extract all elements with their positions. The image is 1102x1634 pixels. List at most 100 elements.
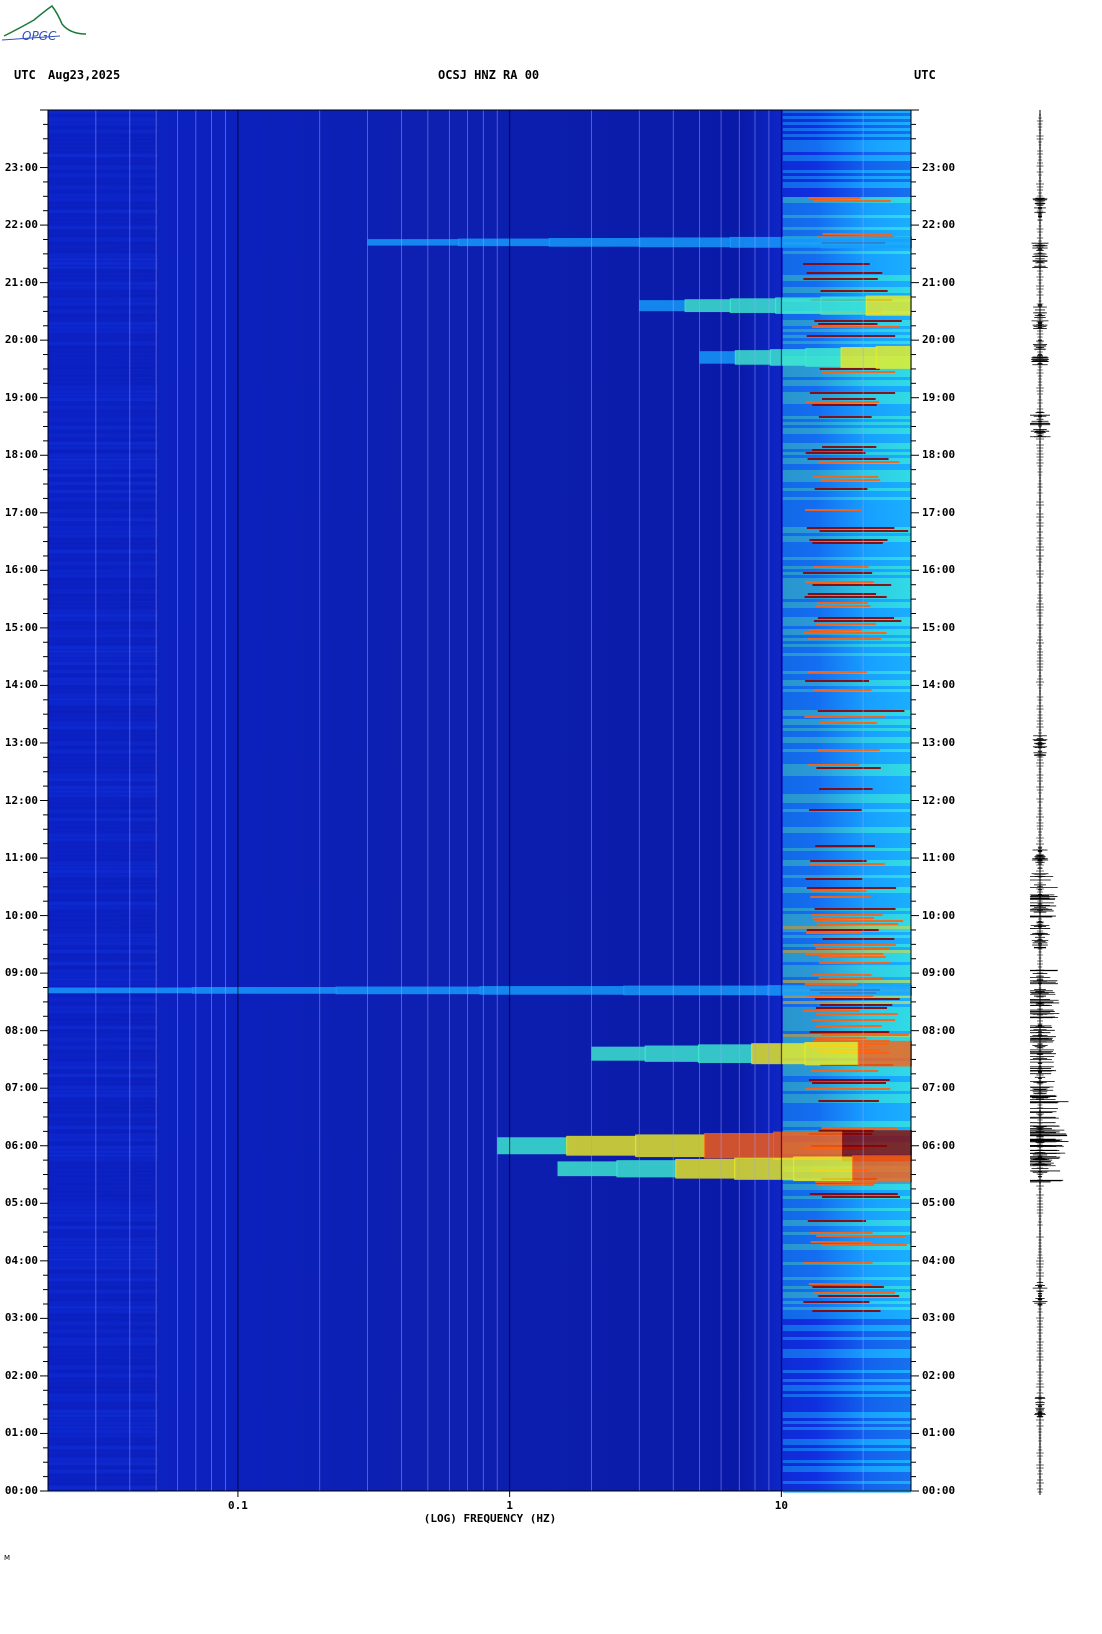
texture-row	[48, 310, 158, 313]
texture-row	[48, 894, 158, 897]
texture-row	[48, 1306, 158, 1309]
band-hot	[814, 920, 904, 922]
texture-row	[48, 214, 158, 217]
band-row	[782, 1466, 911, 1469]
band-row	[782, 965, 911, 968]
texture-row	[48, 598, 158, 601]
texture-row	[48, 258, 158, 261]
y-tick-label-right: 11:00	[922, 851, 956, 865]
band-row	[782, 701, 911, 704]
band-row	[782, 857, 911, 860]
band-row	[782, 779, 911, 782]
texture-row	[48, 750, 158, 753]
band-row	[782, 797, 911, 800]
texture-row	[48, 1346, 158, 1349]
band-hot	[816, 923, 899, 925]
texture-row	[48, 1454, 158, 1457]
band-hot	[806, 272, 883, 274]
texture-row	[48, 862, 158, 865]
y-tick-label-left: 09:00	[4, 966, 38, 980]
band-row	[782, 647, 911, 650]
band-row	[782, 1361, 911, 1364]
texture-row	[48, 302, 158, 305]
texture-row	[48, 1426, 158, 1429]
texture-row	[48, 586, 158, 589]
band-row	[782, 1190, 911, 1193]
event-streak	[852, 1155, 912, 1183]
band-row	[782, 656, 911, 659]
texture-row	[48, 578, 158, 581]
band-row	[782, 182, 911, 185]
band-row	[782, 1337, 911, 1340]
band-hot	[806, 929, 879, 931]
texture-row	[48, 1298, 158, 1301]
y-tick-label-left: 06:00	[4, 1138, 38, 1152]
band-row	[782, 611, 911, 614]
texture-row	[48, 1234, 158, 1237]
texture-row	[48, 618, 158, 621]
event-streak	[616, 1160, 677, 1178]
event-streak	[773, 1131, 844, 1160]
band-hot	[809, 392, 896, 394]
texture-row	[48, 1470, 158, 1473]
band-row	[782, 521, 911, 524]
band-row	[782, 1211, 911, 1214]
band-row	[782, 1364, 911, 1367]
band-row	[782, 1475, 911, 1478]
band-row	[782, 734, 911, 737]
band-hot	[819, 368, 880, 370]
band-row	[782, 899, 911, 902]
band-row	[782, 440, 911, 443]
texture-row	[48, 950, 158, 953]
band-hot	[817, 749, 880, 751]
event-streak	[635, 1134, 706, 1158]
texture-row	[48, 1154, 158, 1157]
band-row	[782, 1481, 911, 1484]
event-streak	[729, 298, 777, 313]
band-row	[782, 1271, 911, 1274]
event-streak	[804, 1042, 859, 1066]
texture-row	[48, 1146, 158, 1149]
texture-row	[48, 670, 158, 673]
texture-row	[48, 390, 158, 393]
band-hot	[818, 323, 878, 325]
y-tick-label-right: 10:00	[922, 908, 956, 922]
y-tick-label-left: 10:00	[4, 908, 38, 922]
y-tick-label-left: 12:00	[4, 793, 38, 807]
y-tick-label-right: 22:00	[922, 218, 956, 232]
band-row	[782, 1385, 911, 1388]
band-row	[782, 179, 911, 182]
band-row	[782, 113, 911, 116]
band-row	[782, 782, 911, 785]
band-hot	[806, 527, 895, 529]
band-row	[782, 587, 911, 590]
texture-row	[48, 130, 158, 133]
texture-row	[48, 474, 158, 477]
event-streak	[623, 985, 769, 996]
texture-row	[48, 594, 158, 597]
texture-row	[48, 410, 158, 413]
event-streak	[675, 1158, 736, 1179]
band-row	[782, 1391, 911, 1394]
band-hot	[803, 278, 878, 280]
event-streak	[479, 986, 625, 995]
band-row	[782, 1334, 911, 1337]
band-hot	[815, 845, 875, 847]
band-row	[782, 1439, 911, 1442]
texture-row	[48, 1230, 158, 1233]
band-hot	[815, 623, 877, 625]
texture-row	[48, 714, 158, 717]
band-row	[782, 1403, 911, 1406]
texture-row	[48, 1434, 158, 1437]
band-hot	[806, 335, 896, 337]
texture-row	[48, 954, 158, 957]
band-row	[782, 293, 911, 296]
texture-row	[48, 326, 158, 329]
band-row	[782, 380, 911, 383]
event-streak	[335, 986, 481, 995]
texture-row	[48, 314, 158, 317]
band-row	[782, 137, 911, 140]
band-row	[782, 422, 911, 425]
band-hot	[816, 1184, 874, 1186]
texture-row	[48, 1414, 158, 1417]
